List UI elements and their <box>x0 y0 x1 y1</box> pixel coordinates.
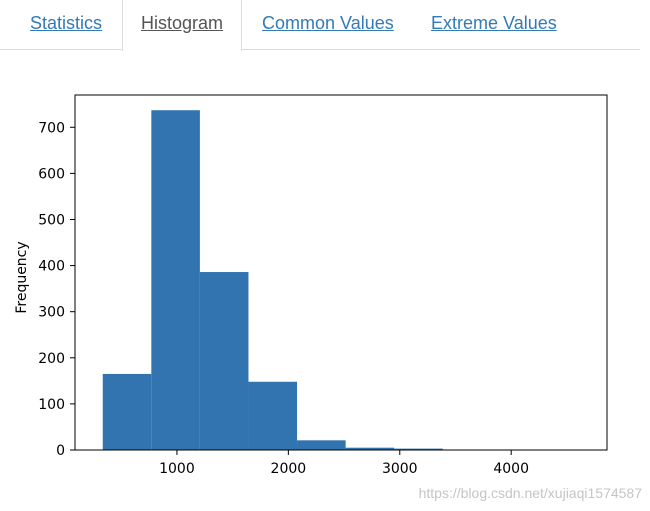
x-tick-label: 4000 <box>493 461 529 477</box>
histogram-bar <box>345 447 395 450</box>
y-tick-label: 500 <box>38 212 65 228</box>
tab-histogram[interactable]: Histogram <box>122 0 243 51</box>
histogram-bar <box>248 381 298 450</box>
y-tick-label: 400 <box>38 259 65 275</box>
histogram-bar <box>199 272 249 450</box>
plot-frame <box>74 94 608 451</box>
histogram-bar <box>394 448 443 450</box>
y-tick-label: 100 <box>38 397 65 413</box>
y-axis-label: Frequency <box>14 241 30 313</box>
histogram-bar <box>102 373 152 450</box>
y-tick-label: 700 <box>38 120 65 136</box>
y-tick-label: 600 <box>38 166 65 182</box>
y-tick-label: 300 <box>38 305 65 321</box>
histogram-svg: 1000 2000 3000 4000 0100200300400500600700 … <box>14 94 608 477</box>
histogram-bar <box>151 110 200 450</box>
x-tick-label: 3000 <box>382 461 418 477</box>
x-tick-label: 2000 <box>271 461 307 477</box>
tab-extreme-values[interactable]: Extreme Values <box>431 13 557 33</box>
y-tick-label: 200 <box>38 351 65 367</box>
x-tick-label: 1000 <box>159 461 195 477</box>
histogram-bar <box>297 440 346 450</box>
tab-statistics[interactable]: Statistics <box>30 13 103 33</box>
tab-bar: Statistics Histogram Common Values Extre… <box>0 0 640 51</box>
histogram-chart: 1000 2000 3000 4000 0 100 200 300 400 500 600 700 … <box>0 50 650 511</box>
tab-common-values[interactable]: Common Values <box>262 13 394 33</box>
watermark: https://blog.csdn.net/xujiaqi1574587 <box>418 485 642 501</box>
y-tick-label: 0 <box>56 443 65 459</box>
